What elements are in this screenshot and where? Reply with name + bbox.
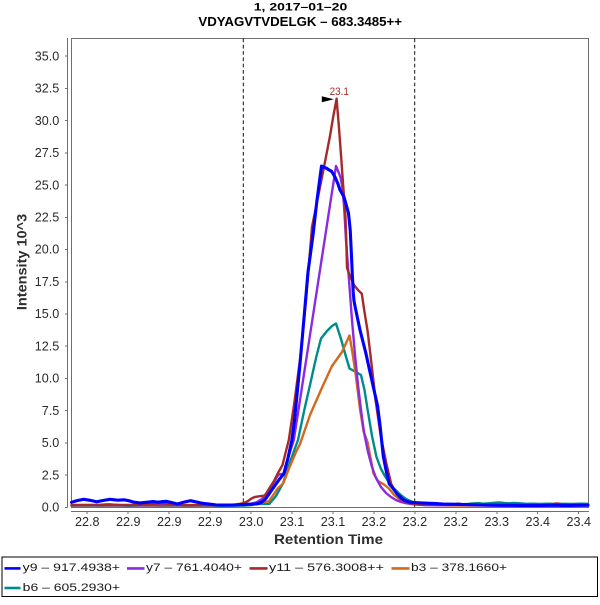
svg-text:23.2: 23.2 — [362, 515, 387, 529]
svg-text:22.8: 22.8 — [75, 515, 100, 529]
svg-text:15.0: 15.0 — [35, 307, 60, 321]
svg-text:22.9: 22.9 — [157, 515, 182, 529]
svg-text:5.0: 5.0 — [42, 436, 60, 450]
svg-text:22.9: 22.9 — [116, 515, 141, 529]
svg-text:1, 2017–01–20: 1, 2017–01–20 — [254, 2, 348, 14]
svg-text:23.4: 23.4 — [525, 515, 550, 529]
svg-text:35.0: 35.0 — [35, 49, 60, 63]
svg-text:7.5: 7.5 — [42, 404, 60, 418]
svg-text:10.0: 10.0 — [35, 372, 60, 386]
svg-text:22.9: 22.9 — [198, 515, 223, 529]
svg-text:y7 – 761.4040+: y7 – 761.4040+ — [146, 562, 242, 574]
svg-text:23.1: 23.1 — [321, 515, 346, 529]
svg-text:27.5: 27.5 — [35, 146, 60, 160]
svg-text:23.3: 23.3 — [485, 515, 510, 529]
svg-text:23.4: 23.4 — [566, 515, 591, 529]
svg-text:20.0: 20.0 — [35, 243, 60, 257]
svg-text:23.2: 23.2 — [403, 515, 428, 529]
svg-text:y9 – 917.4938+: y9 – 917.4938+ — [23, 562, 121, 574]
svg-text:0.0: 0.0 — [42, 501, 60, 515]
svg-text:23.0: 23.0 — [239, 515, 264, 529]
svg-text:17.5: 17.5 — [35, 275, 60, 289]
svg-text:VDYAGVTVDELGK – 683.3485++: VDYAGVTVDELGK – 683.3485++ — [198, 14, 402, 29]
svg-text:12.5: 12.5 — [35, 339, 60, 353]
svg-text:22.5: 22.5 — [35, 211, 60, 225]
svg-text:32.5: 32.5 — [35, 82, 60, 96]
svg-text:Retention Time: Retention Time — [274, 531, 383, 547]
svg-text:y11 – 576.3008++: y11 – 576.3008++ — [269, 562, 385, 574]
svg-text:2.5: 2.5 — [42, 468, 60, 482]
svg-text:23.1: 23.1 — [330, 86, 349, 98]
svg-text:b3 – 378.1660+: b3 – 378.1660+ — [411, 562, 507, 574]
svg-text:b6 – 605.2930+: b6 – 605.2930+ — [23, 582, 121, 594]
svg-text:30.0: 30.0 — [35, 114, 60, 128]
svg-text:23.2: 23.2 — [444, 515, 469, 529]
svg-text:Intensity 10^3: Intensity 10^3 — [14, 214, 30, 311]
svg-text:23.1: 23.1 — [280, 515, 305, 529]
svg-text:25.0: 25.0 — [35, 178, 60, 192]
